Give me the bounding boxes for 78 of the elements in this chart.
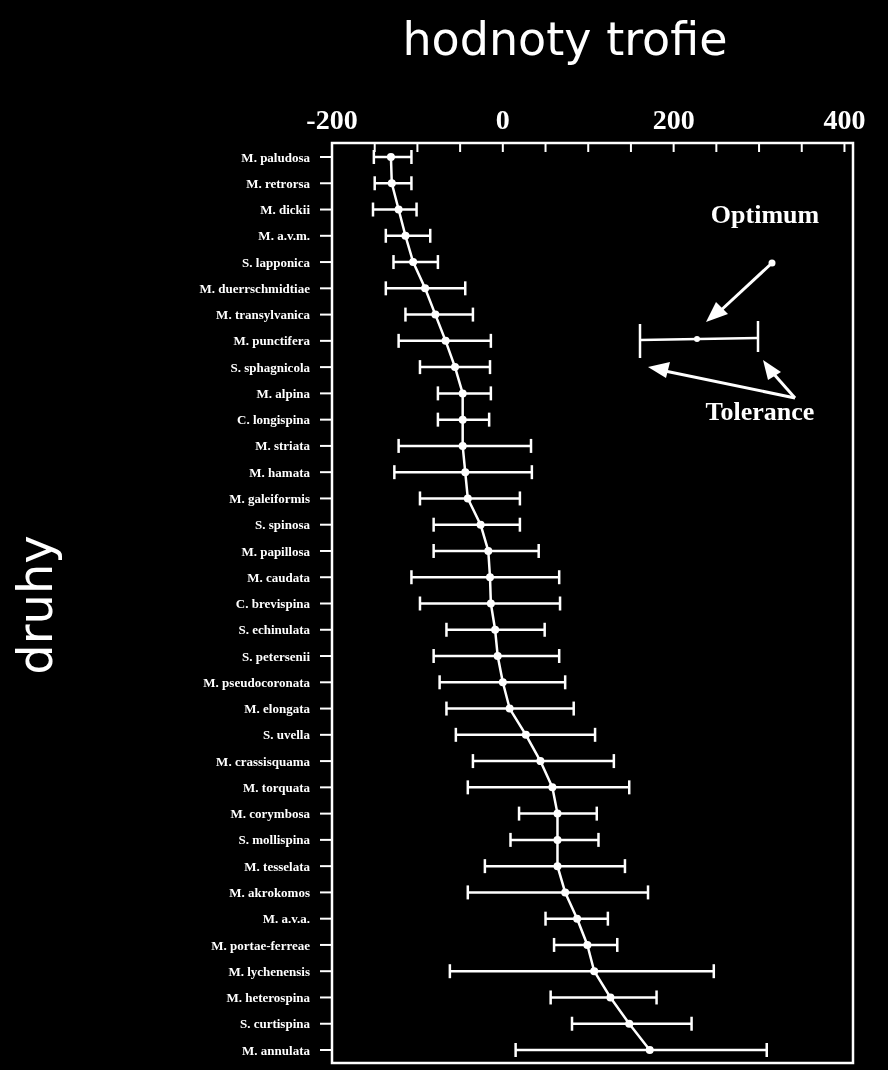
y-tick-label: M. tesselata — [244, 858, 311, 874]
point — [463, 494, 472, 503]
y-tick-label: M. hamata — [249, 464, 311, 480]
annotation: Optimum — [710, 200, 820, 229]
annotation: Tolerance — [705, 397, 815, 426]
y-tick-label: S. echinulata — [238, 622, 311, 638]
chart-title: hodnoty trofie — [402, 12, 728, 66]
y-tick-label: C. longispina — [237, 412, 311, 428]
y-tick-label: M. lychenensis — [228, 963, 310, 979]
y-tick-label: M. torquata — [243, 779, 311, 795]
point — [461, 468, 470, 477]
y-tick-label: M. elongata — [244, 701, 311, 717]
x-tick-label: -200 — [306, 104, 358, 135]
point — [409, 258, 418, 267]
x-tick-label: 0 — [495, 104, 510, 135]
point — [548, 783, 557, 792]
point — [386, 153, 395, 161]
point — [536, 757, 545, 766]
y-tick-label: S. spinosa — [255, 517, 311, 533]
x-tick-label: 400 — [823, 104, 866, 135]
point — [421, 284, 430, 293]
point — [458, 415, 467, 424]
y-tick-label: M. retrorsa — [246, 175, 311, 191]
y-tick-label: S. lapponica — [242, 254, 311, 270]
point — [606, 993, 615, 1002]
point — [458, 441, 467, 450]
y-tick-label: M. alpina — [256, 385, 311, 401]
point — [498, 678, 507, 687]
point — [553, 835, 562, 844]
y-tick-label: M. corymbosa — [230, 806, 311, 822]
y-tick-label: M. pseudocoronata — [203, 674, 311, 690]
y-tick-label: M. papillosa — [241, 543, 311, 559]
y-tick-label: S. curtispina — [239, 1016, 311, 1032]
y-tick-label: C. brevispina — [235, 596, 311, 612]
point — [431, 310, 440, 319]
y-tick-label: M. crassisquama — [216, 753, 311, 769]
point — [521, 730, 530, 739]
point — [493, 652, 502, 661]
y-tick-label: M. portae-ferreae — [211, 937, 311, 953]
point — [625, 1019, 634, 1028]
point — [505, 704, 514, 713]
point — [561, 888, 570, 897]
y-tick-label: M. punctifera — [233, 333, 311, 349]
point — [573, 914, 582, 923]
point — [394, 205, 403, 214]
point — [476, 520, 485, 529]
point — [583, 940, 592, 949]
x-tick-label: 200 — [652, 104, 695, 135]
point — [645, 1046, 654, 1054]
y-tick-label: S. petersenii — [242, 648, 311, 664]
y-tick-label: M. heterospina — [226, 990, 311, 1006]
y-axis-title: druhy — [7, 535, 63, 675]
point — [450, 363, 459, 372]
y-tick-label: M. paludosa — [241, 149, 311, 165]
y-tick-label: M. striata — [255, 438, 311, 454]
point — [486, 573, 495, 582]
point — [590, 967, 599, 976]
y-tick-label: S. uvella — [263, 727, 311, 743]
point — [553, 862, 562, 871]
y-tick-label: M. duerrschmidtiae — [199, 280, 311, 296]
point — [553, 809, 562, 818]
y-tick-label: M. annulata — [242, 1042, 311, 1058]
y-tick-label: M. dickii — [260, 202, 311, 218]
point — [484, 546, 493, 555]
y-tick-label: M. transylvanica — [216, 307, 311, 323]
point — [401, 231, 410, 240]
y-tick-label: M. caudata — [247, 569, 311, 585]
point — [491, 625, 500, 634]
y-tick-label: S. mollispina — [238, 832, 311, 848]
y-tick-label: S. sphagnicola — [230, 359, 311, 375]
y-tick-label: M. galeiformis — [229, 490, 310, 506]
point — [441, 336, 450, 345]
y-tick-label: M. akrokomos — [229, 884, 310, 900]
point — [458, 389, 467, 398]
y-tick-label: M. a.v.a. — [262, 911, 310, 927]
point — [486, 599, 495, 608]
y-tick-label: M. a.v.m. — [258, 228, 310, 244]
point — [387, 179, 396, 188]
